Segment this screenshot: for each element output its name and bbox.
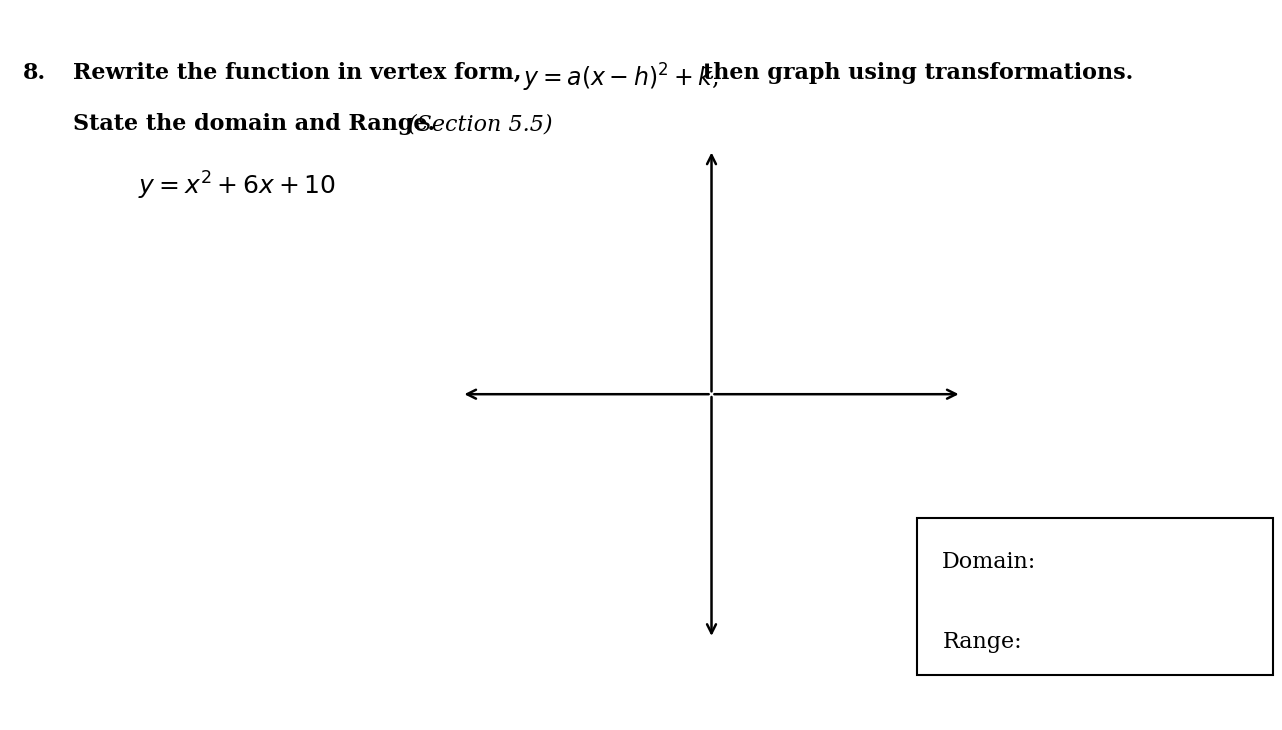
Text: Rewrite the function in vertex form,: Rewrite the function in vertex form,: [73, 62, 522, 84]
Text: $y=x^{2}+6x+10$: $y=x^{2}+6x+10$: [138, 169, 337, 201]
Text: 8.: 8.: [23, 62, 46, 84]
Text: $y=a(x-h)^{2}+k$,: $y=a(x-h)^{2}+k$,: [523, 62, 719, 94]
Text: State the domain and Range.: State the domain and Range.: [73, 113, 435, 135]
Text: Range:: Range:: [942, 631, 1022, 653]
Text: Domain:: Domain:: [942, 551, 1037, 573]
Text: (Section 5.5): (Section 5.5): [408, 113, 553, 135]
Bar: [917, 518, 1273, 675]
Text: then graph using transformations.: then graph using transformations.: [703, 62, 1133, 84]
